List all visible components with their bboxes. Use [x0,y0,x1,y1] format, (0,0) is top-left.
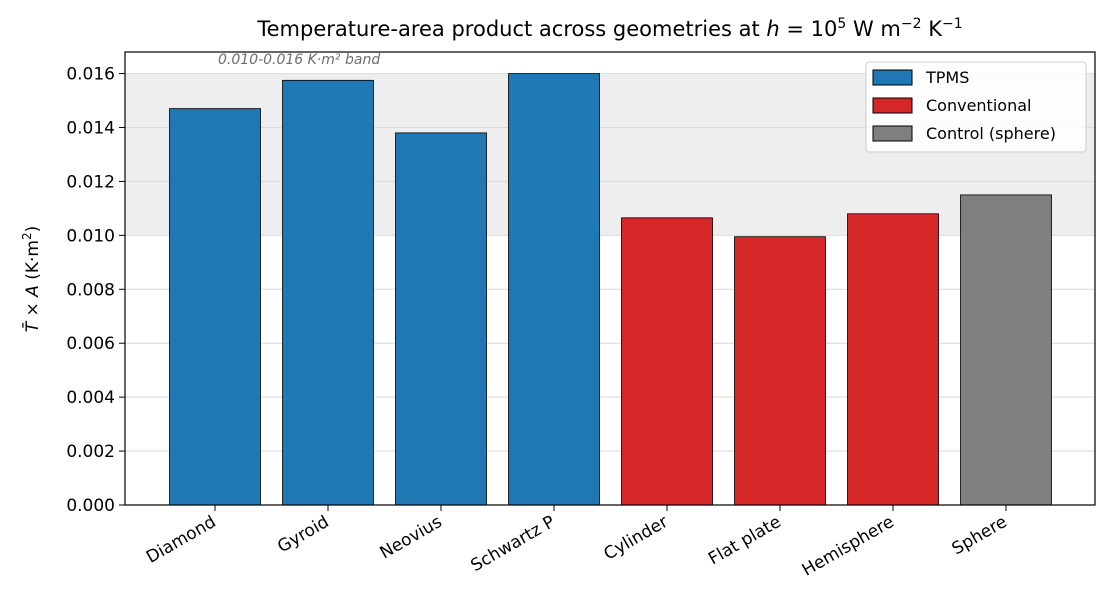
x-tick-label: Schwartz P [468,512,559,576]
legend-label-tpms: TPMS [925,68,969,87]
x-tick-label: Sphere [949,512,1011,559]
bar-diamond [169,108,261,506]
y-tick-label: 0.016 [66,65,115,85]
bar-gyroid [282,79,374,506]
x-tick-label: Flat plate [705,512,784,569]
x-tick-label: Neovius [377,512,446,563]
legend-swatch-control [872,125,913,142]
y-tick-label: 0.002 [66,442,115,462]
plot-frame [124,51,1096,506]
x-tick-label: Cylinder [601,512,672,565]
y-tick-label: 0.004 [66,388,115,408]
legend-swatch-conventional [872,97,913,114]
bar-cylinder [621,217,713,506]
y-tick-label: 0.014 [66,119,115,139]
legend-swatch-tpms [872,69,913,86]
bar-schwartz-p [508,73,600,506]
legend-label-control: Control (sphere) [926,124,1056,143]
x-tick-label: Hemisphere [799,512,898,581]
y-tick-label: 0.008 [66,280,115,300]
bar-hemisphere [847,213,939,506]
bar-flat-plate [734,236,826,506]
legend-label-conventional: Conventional [926,96,1031,115]
bar-sphere [960,194,1052,506]
y-axis-label: T̄ × A (K·m2) [20,226,43,333]
y-tick-label: 0.006 [66,334,115,354]
legend: TPMS Conventional Control (sphere) [865,61,1087,153]
y-tick-label: 0.010 [66,226,115,246]
y-tick-label: 0.000 [66,496,115,516]
x-tick-label: Gyroid [274,512,332,557]
bar-neovius [395,132,487,506]
y-tick-label: 0.012 [66,172,115,192]
chart-title: Temperature-area product across geometri… [256,16,962,41]
legend-box [865,61,1087,153]
x-tick-label: Diamond [143,512,219,568]
band-annotation: 0.010-0.016 K·m² band [218,52,380,68]
